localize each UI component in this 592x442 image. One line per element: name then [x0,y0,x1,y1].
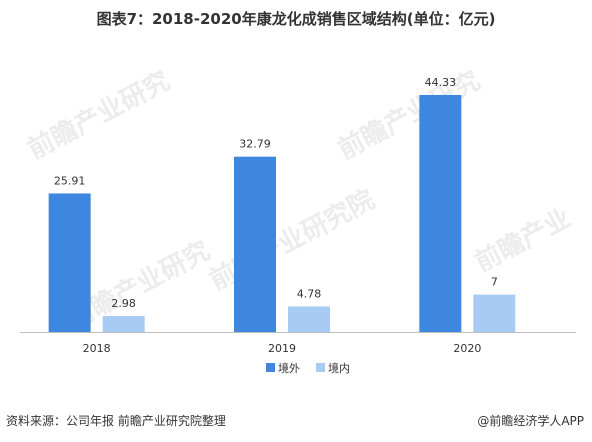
bar-chart: 25.91 2.98 2018 32.79 4.78 2019 44.33 7 2020 境外 境内 [20,76,576,375]
source-note: 资料来源：公司年报 前瞻产业研究院整理 [6,414,226,428]
x-tick-label: 2018 [83,342,111,355]
x-tick-label: 2020 [453,342,481,355]
bar-domestic [102,316,145,332]
chart-title: 图表7：2018-2020年康龙化成销售区域结构(单位：亿元) [96,10,496,28]
bar-overseas [48,193,91,332]
data-label: 44.33 [425,76,457,89]
bar-overseas [234,156,276,332]
legend-swatch [316,363,325,372]
bar-overseas [419,94,462,332]
data-label: 4.78 [297,287,322,300]
brand-label: @前瞻经济学人APP [477,414,584,428]
data-label: 7 [491,276,498,289]
data-label: 32.79 [239,138,271,151]
data-label: 25.91 [54,174,86,187]
legend-label: 境外 [278,361,300,375]
x-tick-label: 2019 [268,342,296,355]
bar-domestic [473,294,516,332]
brand-credit: @前瞻经济学人APP [475,412,584,429]
legend-swatch [266,363,275,372]
bar-domestic [288,306,330,332]
legend-label: 境内 [328,361,350,375]
data-label: 2.98 [111,297,136,310]
